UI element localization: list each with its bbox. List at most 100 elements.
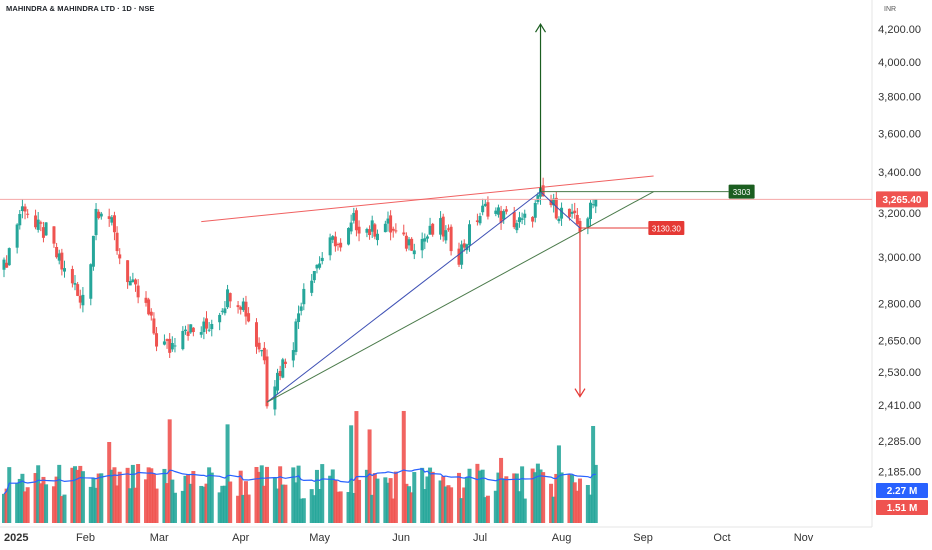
candle-body — [357, 226, 361, 234]
candle-body — [62, 268, 66, 272]
volume-bar — [301, 498, 306, 523]
volume-bar — [154, 488, 159, 523]
volume-bar — [149, 468, 154, 523]
volume-bar — [225, 424, 230, 523]
time-tick-label: 2025 — [4, 532, 28, 544]
candle-body — [244, 301, 248, 317]
candle-body — [496, 207, 500, 215]
candle-body — [560, 207, 564, 219]
price-axis: 4,200.00 4,000.00 3,800.00 3,600.00 3,400.00… — [878, 24, 921, 478]
candle-body — [236, 305, 240, 308]
candle-body — [128, 280, 132, 286]
candle-body — [5, 262, 9, 268]
candle-body — [199, 332, 203, 335]
target-down-arrowhead — [574, 388, 586, 398]
volume-bar — [449, 487, 454, 523]
candle-body — [499, 210, 503, 223]
volume-bars — [2, 410, 598, 523]
price-tick-label: 3,600.00 — [878, 128, 921, 140]
candle-body — [365, 228, 369, 233]
candle-body — [299, 306, 303, 311]
volume-bar — [15, 482, 20, 523]
candle-body — [552, 198, 556, 206]
candle-body — [149, 311, 153, 316]
volume-bar — [204, 483, 209, 523]
candle-body — [591, 204, 595, 206]
volume-bar — [180, 490, 185, 523]
volume-bar — [299, 498, 304, 523]
volume-bar — [464, 477, 469, 523]
candle-body — [294, 321, 298, 352]
candle-body — [26, 213, 30, 215]
volume-bar — [201, 486, 206, 523]
volume-bar — [338, 491, 343, 523]
volume-bar — [551, 496, 556, 523]
price-tick-label: 4,200.00 — [878, 24, 921, 36]
last-price-tag-bg — [876, 191, 928, 208]
candle-body — [189, 324, 193, 333]
volume-bar — [20, 473, 25, 523]
volume-bar — [475, 463, 480, 523]
volume-bar — [75, 469, 80, 523]
candle-body — [468, 224, 472, 246]
candle-body — [578, 220, 582, 233]
candle-body — [131, 279, 135, 282]
volume-bar — [80, 471, 85, 523]
time-tick-label: Oct — [713, 532, 730, 544]
candle-body — [404, 235, 408, 249]
volume-bar — [393, 471, 398, 523]
price-tick-label: 3,000.00 — [878, 252, 921, 264]
candle-body — [315, 264, 319, 269]
volume-bar — [275, 488, 280, 523]
candle-body — [254, 322, 258, 347]
candle-body — [110, 217, 114, 223]
candle-body — [439, 218, 443, 235]
candle-body — [394, 230, 398, 232]
red-trendline — [201, 175, 654, 223]
volume-bar — [78, 465, 83, 523]
candle-body — [186, 331, 190, 336]
volume-bar — [422, 489, 427, 523]
volume-bar — [480, 469, 485, 523]
volume-bar — [535, 463, 540, 523]
candle-body — [478, 216, 482, 224]
candle-body — [15, 224, 19, 248]
candle-body — [162, 341, 166, 345]
candle-body — [423, 238, 427, 242]
volume-bar — [133, 487, 138, 523]
volume-bar — [483, 497, 488, 523]
volume-bar — [501, 478, 506, 523]
volume-bar — [312, 495, 317, 523]
candle-body — [55, 246, 59, 258]
candle-body — [481, 205, 485, 213]
volume-bar — [538, 469, 543, 523]
volume-bar — [328, 475, 333, 523]
candle-body — [557, 218, 561, 222]
volume-bar — [57, 464, 62, 523]
candle-body — [320, 257, 324, 262]
candle-body — [134, 279, 137, 285]
target-up-arrowhead — [535, 23, 547, 33]
volume-bar — [99, 473, 104, 523]
currency-label: INR — [884, 6, 897, 13]
candle-body — [281, 359, 285, 378]
volume-bar — [228, 481, 233, 523]
candle-body — [370, 220, 374, 232]
candle-body — [391, 228, 395, 231]
candle-body — [23, 206, 27, 212]
volume-bar — [162, 468, 167, 523]
volume-bar — [478, 470, 483, 523]
candle-body — [20, 206, 24, 212]
candle-body — [373, 224, 377, 237]
candle-body — [523, 213, 527, 218]
candle-body — [60, 252, 64, 270]
candle-body — [333, 236, 337, 247]
volume-bar — [370, 494, 375, 523]
price-tick-label: 2,530.00 — [878, 367, 921, 379]
candle-body — [375, 233, 379, 241]
volume-bar — [112, 467, 117, 523]
volume-bar — [70, 467, 75, 523]
candle-body — [91, 235, 95, 267]
time-tick-label: Aug — [552, 532, 572, 544]
